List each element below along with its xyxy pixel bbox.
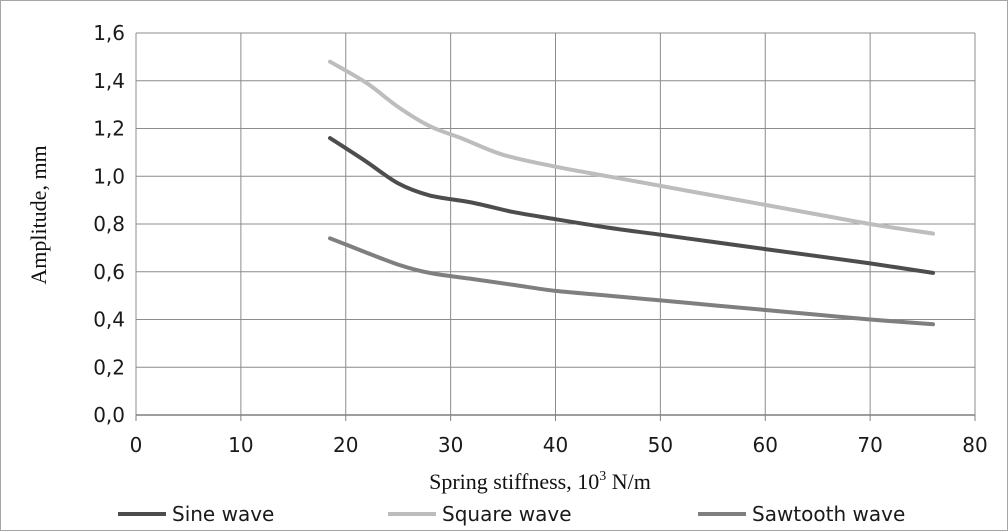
y-tick-label: 1,6	[93, 21, 125, 45]
y-tick-label: 0,6	[93, 260, 125, 284]
x-axis-title: Spring stiffness, 103 N/m	[429, 469, 651, 494]
x-axis-title-unit: N/m	[606, 469, 651, 494]
x-tick-label: 40	[543, 433, 568, 457]
y-tick-label: 0,4	[93, 308, 125, 332]
series-line-sawtooth	[328, 236, 935, 327]
series-lines	[328, 59, 935, 327]
legend-item-square: Square wave	[388, 502, 572, 526]
x-tick-labels: 0 10 20 30 40 50 60 70 80	[130, 433, 988, 457]
y-tick-label: 0,2	[93, 355, 125, 379]
y-tick-label: 0,0	[93, 403, 125, 427]
y-tick-label: 0,8	[93, 212, 125, 236]
y-tick-label: 1,4	[93, 69, 125, 93]
legend-label-sine: Sine wave	[172, 502, 274, 526]
x-tick-label: 30	[438, 433, 463, 457]
x-axis-title-sup: 3	[599, 469, 606, 484]
x-tick-label: 80	[962, 433, 987, 457]
x-axis-title-main: Spring stiffness, 10	[429, 469, 599, 494]
legend-item-sine: Sine wave	[118, 502, 274, 526]
legend: Sine wave Square wave Sawtooth wave	[118, 502, 905, 526]
series-line-sine	[328, 136, 935, 275]
series-line-square	[328, 59, 935, 236]
x-tick-label: 10	[228, 433, 253, 457]
y-axis-title: Amplitude, mm	[26, 145, 51, 284]
y-tick-label: 1,0	[93, 164, 125, 188]
grid-lines	[135, 32, 976, 421]
y-tick-label: 1,2	[93, 117, 125, 141]
x-tick-label: 0	[130, 433, 143, 457]
y-tick-labels: 0,0 0,2 0,4 0,6 0,8 1,0 1,2 1,4 1,6	[93, 21, 125, 427]
x-tick-label: 70	[857, 433, 882, 457]
legend-item-sawtooth: Sawtooth wave	[698, 502, 905, 526]
x-tick-label: 50	[648, 433, 673, 457]
legend-label-square: Square wave	[442, 502, 572, 526]
x-tick-label: 20	[333, 433, 358, 457]
x-tick-label: 60	[753, 433, 778, 457]
legend-label-sawtooth: Sawtooth wave	[752, 502, 905, 526]
